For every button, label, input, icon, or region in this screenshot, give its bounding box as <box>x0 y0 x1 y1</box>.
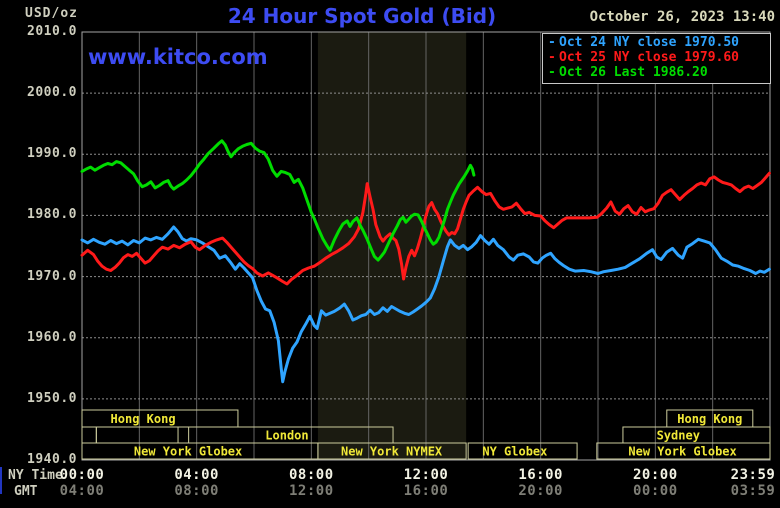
gmt-tick-label: 20:00 <box>518 483 563 499</box>
y-tick-label: 1970.0 <box>27 268 77 284</box>
gmt-tick-label: 12:00 <box>289 483 334 499</box>
session-label: London <box>265 429 308 443</box>
price-line-series-1 <box>80 171 771 286</box>
session-label: New York NYMEX <box>341 445 443 459</box>
gmt-tick-label: 04:00 <box>59 483 105 499</box>
legend-item-oct26: - Oct 26 Last 1986.20 <box>543 65 770 80</box>
page-title: 24 Hour Spot Gold (Bid) <box>227 4 497 28</box>
ny-time-axis-caption: NY Time <box>8 468 63 483</box>
price-line-series-0 <box>80 225 771 384</box>
y-axis-unit-label: USD/oz <box>25 6 78 21</box>
session-box <box>95 426 179 444</box>
session-label: Hong Kong <box>111 412 176 426</box>
legend-box: - Oct 24 NY close 1970.50 - Oct 25 NY clos… <box>542 33 771 84</box>
session-label: Hong Kong <box>677 412 742 426</box>
gmt-axis-caption: GMT <box>14 484 38 499</box>
legend-item-oct24: - Oct 24 NY close 1970.50 <box>543 35 770 50</box>
gmt-tick-label: 08:00 <box>174 483 219 499</box>
y-tick-label: 1950.0 <box>27 390 77 406</box>
session-label: Sydney <box>657 429 700 443</box>
legend-dash-icon: - <box>548 35 556 50</box>
legend-dash-icon: - <box>548 50 556 65</box>
session-box <box>81 426 97 444</box>
y-tick-label: 1980.0 <box>27 207 77 223</box>
ny-time-tick-label: 23:59 <box>730 467 776 483</box>
session-box <box>317 442 467 460</box>
gmt-tick-label: 03:59 <box>730 483 776 499</box>
legend-item-oct25: - Oct 25 NY close 1979.60 <box>543 50 770 65</box>
price-line-series-2 <box>80 139 476 262</box>
ny-time-tick-label: 04:00 <box>174 467 219 483</box>
gmt-tick-label: 00:00 <box>633 483 678 499</box>
plot-border <box>81 31 771 461</box>
chart-timestamp: October 26, 2023 13:40 <box>589 9 775 25</box>
ny-time-tick-label: 16:00 <box>518 467 563 483</box>
gmt-tick-label: 16:00 <box>403 483 449 499</box>
session-label: NY Globex <box>482 445 547 459</box>
ny-time-tick-label: 00:00 <box>59 467 105 483</box>
legend-label: Oct 25 NY close 1979.60 <box>559 50 740 65</box>
nymex-session-shading <box>317 32 467 460</box>
kitco-website-link[interactable]: www.kitco.com <box>88 45 268 69</box>
ny-time-tick-label: 20:00 <box>633 467 678 483</box>
y-tick-label: 1990.0 <box>27 146 77 162</box>
y-tick-label: 1960.0 <box>27 329 77 345</box>
y-tick-label: 2000.0 <box>27 85 77 101</box>
screen-edge-artifact <box>0 467 2 494</box>
session-box <box>596 442 771 460</box>
session-label: New York Globex <box>134 445 242 459</box>
ny-time-tick-label: 08:00 <box>289 467 334 483</box>
session-box <box>467 442 578 460</box>
session-label: New York Globex <box>628 445 736 459</box>
y-tick-label: 2010.0 <box>27 24 77 39</box>
legend-label: Oct 24 NY close 1970.50 <box>559 35 740 50</box>
y-tick-label: 1940.0 <box>27 452 77 467</box>
ny-time-tick-label: 12:00 <box>403 467 449 483</box>
legend-dash-icon: - <box>548 65 556 80</box>
legend-label: Oct 26 Last 1986.20 <box>559 65 708 80</box>
